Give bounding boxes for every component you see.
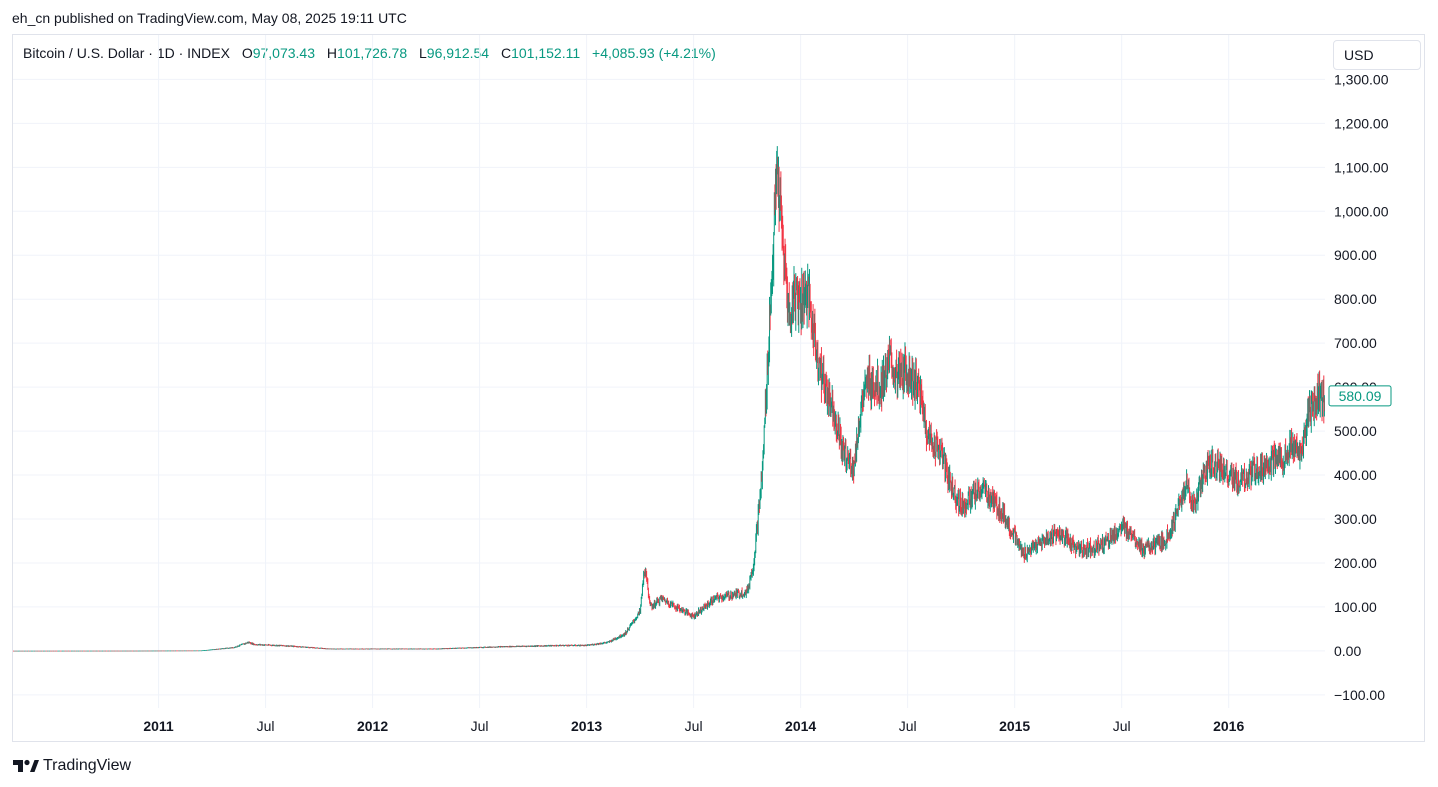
high-label: H bbox=[326, 45, 338, 61]
y-tick-label: 300.00 bbox=[1334, 511, 1377, 527]
change-value: +4,085.93 (+4.21%) bbox=[592, 45, 716, 61]
tradingview-logo-icon bbox=[13, 759, 39, 772]
low-value: 96,912.54 bbox=[426, 45, 490, 61]
price-series bbox=[13, 146, 1325, 652]
y-tick-label: 1,300.00 bbox=[1334, 71, 1389, 87]
tradingview-brand: TradingView bbox=[43, 757, 132, 774]
y-tick-label: 1,100.00 bbox=[1334, 159, 1389, 175]
x-tick-label: Jul bbox=[257, 718, 275, 734]
x-tick-label: 2015 bbox=[999, 718, 1030, 734]
y-tick-label: 900.00 bbox=[1334, 247, 1377, 263]
chart-panel[interactable] bbox=[12, 34, 1425, 742]
low-label: L bbox=[419, 45, 427, 61]
x-tick-label: 2016 bbox=[1213, 718, 1244, 734]
x-tick-label: Jul bbox=[471, 718, 489, 734]
y-tick-label: 1,000.00 bbox=[1334, 203, 1389, 219]
currency-selector[interactable]: USD bbox=[1333, 40, 1421, 70]
published-header: eh_cn published on TradingView.com, May … bbox=[12, 10, 407, 26]
symbol-title[interactable]: Bitcoin / U.S. Dollar · 1D · INDEX bbox=[23, 45, 230, 61]
y-tick-label: 0.00 bbox=[1334, 643, 1361, 659]
y-tick-label: 700.00 bbox=[1334, 335, 1377, 351]
y-tick-label: 200.00 bbox=[1334, 555, 1377, 571]
x-tick-label: 2011 bbox=[143, 718, 174, 734]
tradingview-logo[interactable]: TradingView bbox=[13, 757, 131, 775]
symbol-legend[interactable]: Bitcoin / U.S. Dollar · 1D · INDEX O97,0… bbox=[23, 45, 716, 61]
y-tick-label: 1,200.00 bbox=[1334, 115, 1389, 131]
x-tick-label: 2012 bbox=[357, 718, 388, 734]
y-tick-label: 100.00 bbox=[1334, 599, 1377, 615]
x-tick-label: 2013 bbox=[571, 718, 602, 734]
open-label: O bbox=[241, 45, 253, 61]
x-tick-label: 2014 bbox=[785, 718, 816, 734]
y-tick-label: 800.00 bbox=[1334, 291, 1377, 307]
x-tick-label: Jul bbox=[685, 718, 703, 734]
y-tick-label: 400.00 bbox=[1334, 467, 1377, 483]
last-price-tag bbox=[1328, 385, 1392, 407]
x-tick-label: Jul bbox=[1113, 718, 1131, 734]
last-price-label: 580.09 bbox=[1339, 388, 1382, 404]
close-label: C bbox=[500, 45, 512, 61]
open-value: 97,073.43 bbox=[252, 45, 316, 61]
x-tick-label: Jul bbox=[899, 718, 917, 734]
y-tick-label: 500.00 bbox=[1334, 423, 1377, 439]
y-tick-label: −100.00 bbox=[1334, 687, 1385, 703]
close-value: 101,152.11 bbox=[511, 45, 581, 61]
